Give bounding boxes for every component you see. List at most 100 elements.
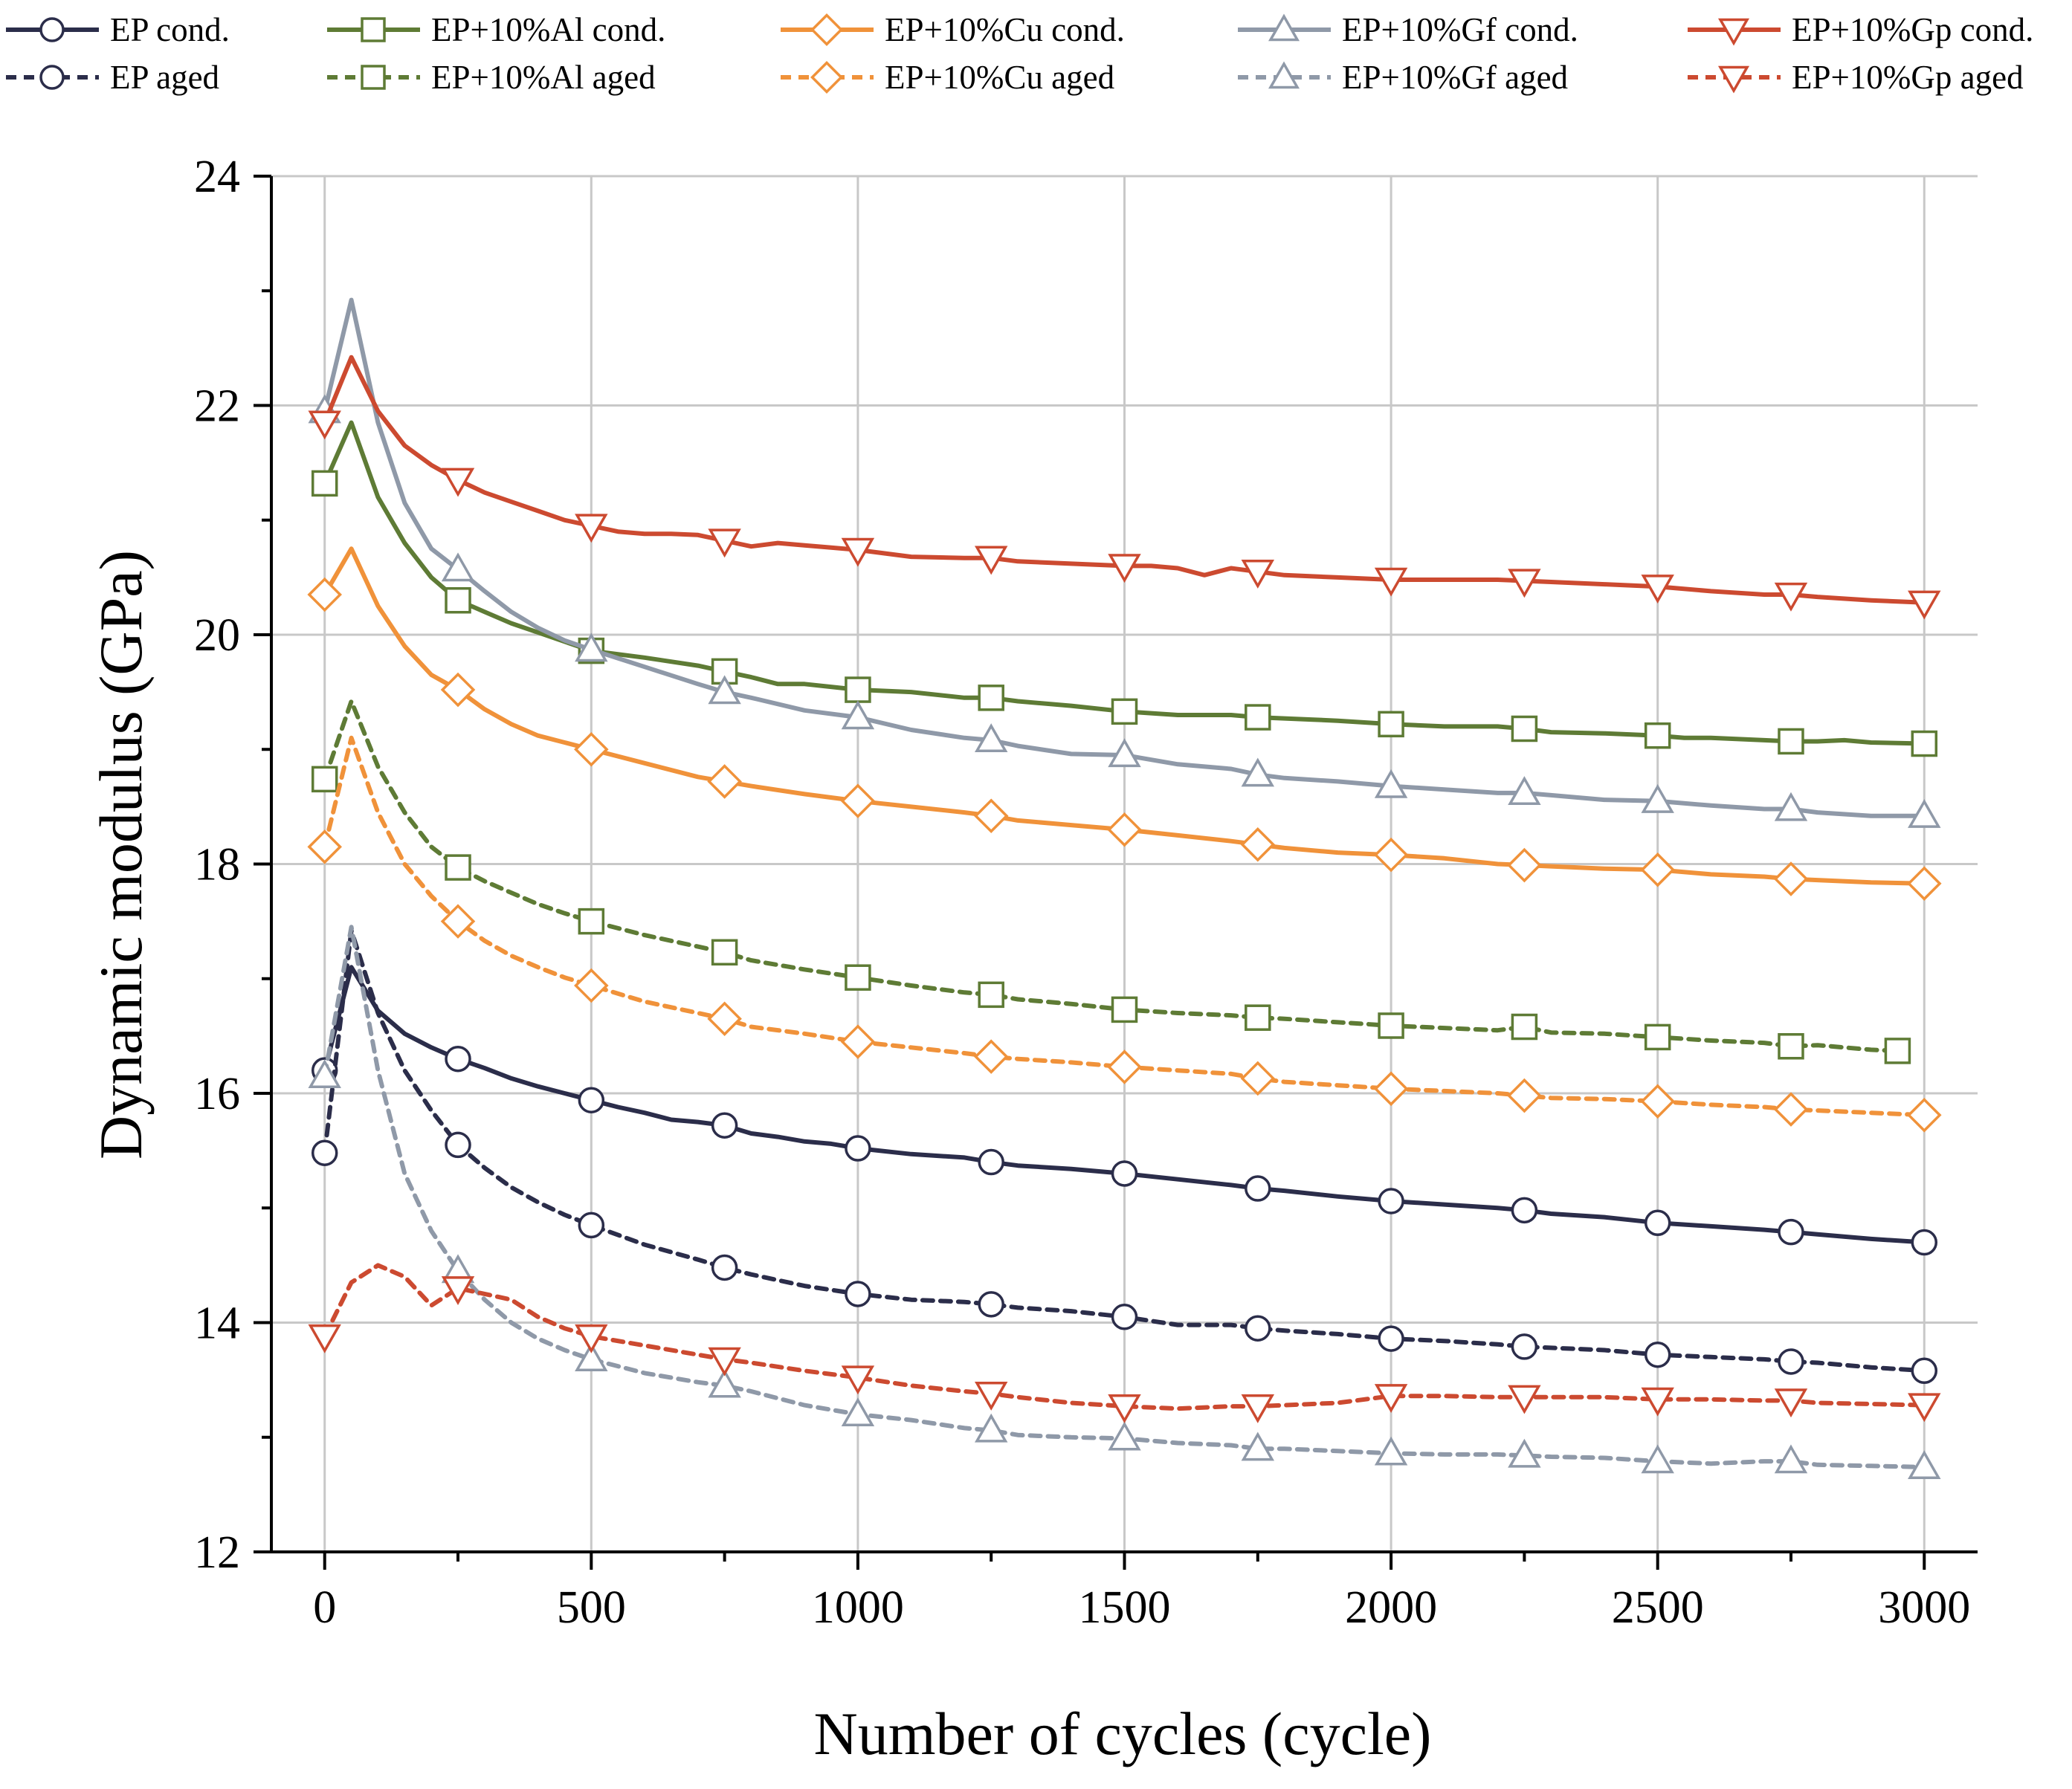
data-point-ep-aged [1245,1315,1271,1342]
data-point-ep-plus-10pctgf-cond [708,675,741,705]
legend-label: EP aged [110,59,219,96]
data-point-ep-plus-10pctcu-aged [973,1039,1009,1074]
legend-item-ep-plus-10pctcu-aged: EP+10%Cu aged [781,59,1114,96]
data-point-ep-plus-10pctgp-aged [441,1276,475,1305]
data-point-ep-cond [845,1135,871,1162]
legend-item-ep-aged: EP aged [6,59,219,96]
legend-swatch-marker [810,61,843,94]
data-point-ep-plus-10pctgp-cond [441,468,475,497]
data-point-ep-aged [1644,1341,1671,1368]
series-line-ep-plus-10pctgp-aged [322,1263,1927,1411]
data-point-ep-plus-10pctgf-cond [1374,769,1408,798]
data-point-ep-plus-10pctal-aged [445,854,471,881]
legend-label: EP+10%Gf cond. [1342,11,1578,48]
data-point-ep-cond [1378,1188,1404,1214]
data-point-ep-plus-10pctgp-cond [575,514,608,543]
y-tick-label: 20 [194,610,240,661]
data-point-ep-plus-10pctgf-cond [575,633,608,662]
data-point-ep-cond [445,1045,471,1073]
legend-swatch-marker [1268,61,1300,89]
data-point-ep-plus-10pctgp-cond [1374,567,1408,597]
y-tick-label: 24 [194,152,240,202]
data-point-ep-plus-10pctgp-aged [1641,1387,1674,1417]
legend-item-ep-cond: EP cond. [6,11,230,48]
data-point-ep-plus-10pctcu-cond [574,731,609,767]
data-point-ep-plus-10pctgf-aged [974,1413,1008,1443]
data-point-ep-plus-10pctal-aged [711,939,738,966]
data-point-ep-plus-10pctal-aged [1378,1012,1404,1039]
data-point-ep-aged [1111,1304,1138,1330]
data-point-ep-plus-10pctgp-cond [1774,582,1808,612]
data-point-ep-plus-10pctgf-aged [575,1342,608,1372]
data-point-ep-plus-10pctal-aged [1778,1033,1804,1060]
data-point-ep-plus-10pctgf-aged [1641,1444,1674,1474]
legend-label: EP+10%Al cond. [431,11,665,48]
data-point-ep-aged [978,1291,1004,1318]
data-point-ep-cond [1644,1209,1671,1237]
series-ep-cond [311,965,1938,1256]
data-point-ep-plus-10pctcu-aged [440,904,476,939]
data-point-ep-plus-10pctcu-aged [1107,1049,1142,1084]
data-point-ep-plus-10pctcu-cond [1240,827,1276,862]
series-ep-plus-10pctgp-cond [308,355,1941,620]
data-point-ep-plus-10pctgf-aged [708,1368,741,1398]
data-point-ep-plus-10pctgp-aged [308,1324,341,1353]
data-point-ep-plus-10pctcu-cond [973,798,1009,833]
x-tick-label: 0 [313,1582,336,1633]
data-point-ep-plus-10pctal-aged [311,766,338,793]
series-line-ep-plus-10pctgf-cond [322,297,1927,818]
data-point-ep-plus-10pctgp-aged [1508,1385,1541,1414]
x-tick-label: 500 [557,1582,626,1633]
series-ep-plus-10pctcu-cond [307,546,1942,901]
legend-label: EP+10%Gp cond. [1792,11,2033,48]
data-point-ep-plus-10pctgf-cond [1108,738,1141,768]
legend-swatch-marker [39,17,65,42]
data-point-ep-plus-10pctcu-cond [1773,861,1809,896]
data-point-ep-plus-10pctal-cond [1511,715,1538,743]
data-point-ep-aged [578,1211,605,1239]
data-point-ep-plus-10pctgf-cond [1774,792,1808,821]
data-point-ep-plus-10pctgf-aged [1908,1450,1941,1480]
data-point-ep-plus-10pctgf-cond [1908,798,1941,828]
legend-label: EP+10%Al aged [431,59,656,96]
series-ep-plus-10pctal-cond [311,420,1938,757]
data-point-ep-plus-10pctal-aged [578,908,605,935]
y-tick-label: 22 [194,381,240,432]
series-line-ep-plus-10pctal-cond [322,420,1927,746]
data-point-ep-plus-10pctal-cond [1378,711,1404,738]
data-point-ep-plus-10pctgp-cond [1241,560,1275,589]
data-point-ep-plus-10pctcu-aged [1373,1071,1409,1107]
legend-swatch-marker [361,65,386,90]
y-tick-label: 14 [194,1298,240,1349]
legend-label: EP+10%Cu cond. [885,11,1125,48]
legend-item-ep-plus-10pctgf-cond: EP+10%Gf cond. [1238,11,1578,48]
data-point-ep-cond [1778,1218,1804,1246]
legend-swatch-marker [1717,18,1750,46]
data-point-ep-plus-10pctgp-aged [1108,1394,1141,1423]
data-point-ep-aged [445,1131,471,1159]
data-point-ep-cond [711,1112,738,1139]
y-axis-title: Dynamic modulus (GPa) [87,550,155,1159]
series-line-ep-plus-10pctgf-aged [322,925,1927,1469]
data-point-ep-aged [1778,1348,1804,1375]
data-point-ep-plus-10pctal-cond [978,685,1004,711]
data-point-ep-plus-10pctal-aged [1245,1004,1271,1031]
legend-label: EP cond. [110,11,230,48]
series-ep-plus-10pctal-aged [311,699,1911,1064]
series-line-ep-plus-10pctcu-cond [322,546,1927,886]
data-point-ep-cond [1911,1229,1938,1256]
y-tick-label: 12 [194,1527,240,1578]
data-point-ep-plus-10pctcu-aged [707,1001,742,1037]
legend-swatch-marker [361,17,386,42]
data-point-ep-plus-10pctgp-cond [1908,590,1941,620]
legend-swatch-marker [810,13,843,46]
data-point-ep-plus-10pctal-cond [1245,704,1271,731]
data-point-ep-plus-10pctal-aged [978,981,1004,1009]
data-point-ep-plus-10pctgp-cond [1508,569,1541,598]
data-point-ep-plus-10pctgp-cond [708,528,741,558]
data-point-ep-cond [1111,1160,1138,1187]
data-point-ep-cond [578,1087,605,1114]
data-point-ep-plus-10pctcu-cond [1373,837,1409,873]
legend-item-ep-plus-10pctgp-aged: EP+10%Gp aged [1688,59,2024,96]
